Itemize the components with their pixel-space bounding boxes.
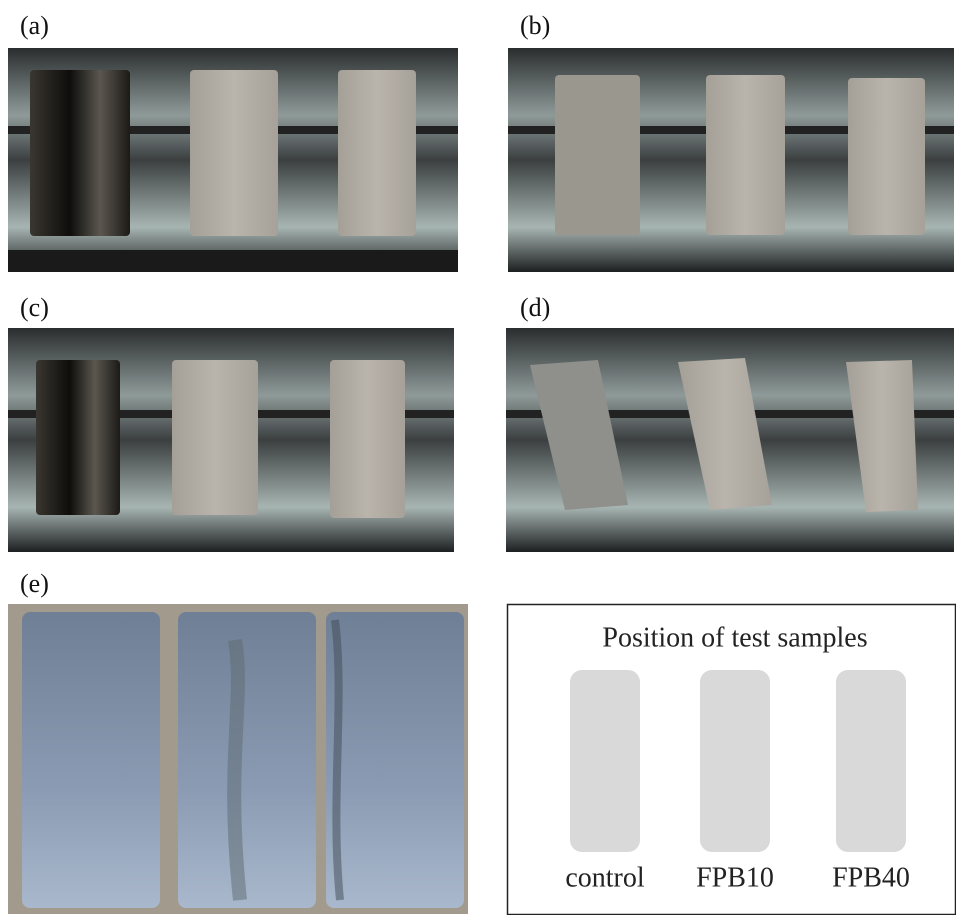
photo-c xyxy=(8,328,454,552)
photo-b xyxy=(508,48,954,272)
sample-fpb40 xyxy=(326,612,464,908)
sample-control xyxy=(30,70,130,236)
panel-label: (b) xyxy=(520,11,550,40)
sample-control xyxy=(36,360,120,515)
photo-e xyxy=(8,604,468,914)
legend-sample-label: FPB40 xyxy=(832,862,910,893)
sample-fpb40 xyxy=(338,70,416,236)
sample-fpb40 xyxy=(330,360,405,518)
sample-control xyxy=(555,75,640,235)
figure: (a) (b) (c) (d) (e) xyxy=(0,0,956,915)
sample-fpb10 xyxy=(190,70,278,236)
photo-d xyxy=(506,328,954,552)
sample-fpb10 xyxy=(172,360,258,515)
legend-sample xyxy=(570,670,640,852)
stain xyxy=(234,640,240,900)
sample-fpb10 xyxy=(178,612,316,908)
stain xyxy=(335,620,340,900)
sample-fpb10 xyxy=(706,75,785,235)
sample-control xyxy=(22,612,160,908)
legend-sample-label: FPB10 xyxy=(696,862,774,893)
panel-label: (a) xyxy=(20,11,49,40)
legend-sample xyxy=(836,670,906,852)
photo-a xyxy=(8,48,458,272)
sample-fpb40 xyxy=(848,78,925,235)
panel-label: (d) xyxy=(520,293,550,322)
panel-label: (c) xyxy=(20,293,49,322)
legend-sample xyxy=(700,670,770,852)
rack-bar xyxy=(8,250,458,272)
legend-title: Position of test samples xyxy=(602,622,867,653)
legend: Position of test samples control FPB10 F… xyxy=(508,605,956,915)
panel-label: (e) xyxy=(20,569,49,598)
legend-sample-label: control xyxy=(565,862,645,893)
page: (a) (b) (c) (d) (e) xyxy=(0,0,956,915)
